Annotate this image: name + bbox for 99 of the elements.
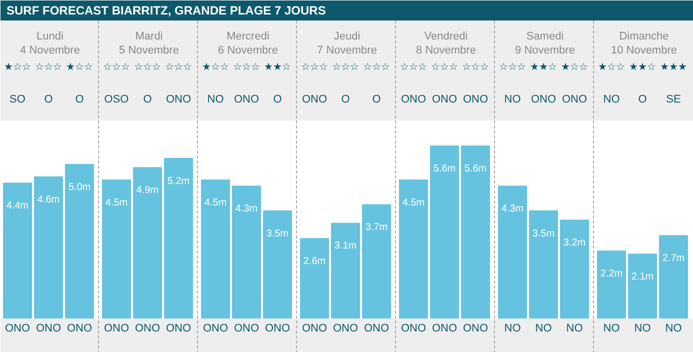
data-label: 3.7m bbox=[365, 222, 388, 234]
text: ONO bbox=[166, 94, 192, 106]
x-tick-label: NO bbox=[504, 322, 522, 334]
text: ☆☆☆ bbox=[499, 62, 526, 73]
text: NO bbox=[207, 94, 224, 106]
data-label: 2.1m bbox=[631, 272, 654, 283]
text: O bbox=[143, 94, 152, 106]
text: Dimanche bbox=[619, 30, 669, 42]
x-tick-label: ONO bbox=[432, 322, 458, 334]
data-label: 3.5m bbox=[266, 228, 289, 240]
text: O bbox=[44, 94, 54, 106]
text: ☆☆☆ bbox=[431, 62, 458, 73]
x-tick-label: NO bbox=[603, 322, 620, 334]
text: ONO bbox=[432, 94, 458, 106]
data-label: 4.5m bbox=[402, 197, 425, 208]
text: ☆☆☆ bbox=[363, 62, 390, 73]
data-label: 5.0m bbox=[68, 182, 91, 194]
text: 6 Novembre bbox=[218, 44, 278, 56]
text: ★☆☆ bbox=[598, 62, 625, 73]
text: SE bbox=[666, 94, 681, 106]
text: 8 Novembre bbox=[416, 44, 476, 56]
data-label: 2.6m bbox=[303, 256, 326, 268]
text: SO bbox=[10, 94, 26, 106]
x-tick-label: ONO bbox=[400, 322, 426, 334]
text: O bbox=[341, 94, 350, 106]
text: Mardi bbox=[135, 30, 163, 42]
data-label: 4.5m bbox=[105, 197, 128, 208]
text: 10 Novembre bbox=[610, 44, 678, 56]
data-label: 2.2m bbox=[600, 268, 623, 280]
text: ★☆☆ bbox=[561, 62, 588, 73]
text: O bbox=[75, 94, 84, 106]
text: ☆☆☆ bbox=[134, 62, 161, 73]
text: O bbox=[372, 94, 382, 106]
x-tick-label: ONO bbox=[134, 322, 160, 334]
text: 4 Novembre bbox=[20, 44, 80, 56]
x-tick-label: ONO bbox=[332, 322, 358, 334]
text: ☆☆☆ bbox=[103, 62, 130, 73]
text: 7 Novembre bbox=[317, 44, 377, 56]
x-tick-label: ONO bbox=[36, 322, 62, 334]
text: ONO bbox=[234, 94, 260, 106]
x-tick-label: ONO bbox=[202, 322, 228, 334]
text: Jeudi bbox=[334, 30, 360, 42]
text: ONO bbox=[400, 94, 426, 106]
x-tick-label: ONO bbox=[166, 322, 192, 334]
x-tick-label: ONO bbox=[104, 322, 130, 334]
data-label: 4.3m bbox=[501, 204, 524, 215]
data-label: 4.9m bbox=[136, 185, 159, 196]
text: ★★☆ bbox=[530, 62, 557, 73]
x-tick-label: NO bbox=[566, 322, 584, 334]
text: ☆☆☆ bbox=[165, 62, 192, 73]
text: ☆☆☆ bbox=[35, 62, 62, 73]
x-tick-label: ONO bbox=[302, 322, 328, 334]
text: ☆☆☆ bbox=[332, 62, 359, 73]
text: ★☆☆ bbox=[202, 62, 229, 73]
chart-title: SURF FORECAST BIARRITZ, GRANDE PLAGE 7 JOURS bbox=[6, 4, 326, 18]
text: ☆☆☆ bbox=[462, 62, 489, 73]
text: 9 Novembre bbox=[515, 44, 575, 56]
text: NO bbox=[504, 94, 522, 106]
data-label: 3.5m bbox=[532, 228, 555, 240]
x-tick-label: ONO bbox=[364, 322, 390, 334]
data-label: 4.3m bbox=[235, 204, 258, 215]
text: ★★☆ bbox=[264, 62, 291, 73]
x-tick-label: NO bbox=[535, 322, 552, 334]
text: 5 Novembre bbox=[119, 44, 179, 56]
text: Samedi bbox=[526, 30, 564, 42]
data-label: 4.6m bbox=[37, 194, 60, 206]
text: O bbox=[638, 94, 648, 106]
x-tick-label: ONO bbox=[264, 322, 290, 334]
data-label: 4.4m bbox=[6, 200, 29, 212]
data-label: 5.6m bbox=[433, 164, 456, 174]
text: ☆☆☆ bbox=[400, 62, 427, 73]
text: ONO bbox=[530, 94, 556, 106]
x-tick-label: NO bbox=[634, 322, 652, 334]
text: Mercredi bbox=[226, 30, 270, 42]
text: ★☆☆ bbox=[4, 62, 31, 73]
text: ONO bbox=[462, 94, 488, 106]
text: ONO bbox=[562, 94, 588, 106]
text: Vendredi bbox=[424, 30, 468, 42]
x-tick-label: ONO bbox=[66, 322, 92, 334]
data-label: 4.5m bbox=[204, 197, 227, 208]
x-tick-label: NO bbox=[665, 322, 682, 334]
text: ★★☆ bbox=[629, 62, 656, 73]
data-label: 2.7m bbox=[662, 253, 685, 264]
text: ★☆☆ bbox=[66, 62, 93, 73]
text: O bbox=[273, 94, 282, 106]
text: NO bbox=[603, 94, 620, 106]
text: ONO bbox=[302, 94, 328, 106]
text: OSO bbox=[104, 94, 130, 106]
data-label: 5.6m bbox=[464, 164, 487, 174]
data-label: 5.2m bbox=[167, 176, 190, 187]
x-tick-label: ONO bbox=[4, 322, 30, 334]
text: ☆☆☆ bbox=[301, 62, 328, 73]
data-label: 3.2m bbox=[563, 238, 586, 249]
data-label: 3.1m bbox=[334, 240, 357, 252]
text: ★★★ bbox=[660, 62, 687, 73]
text: Lundi bbox=[36, 30, 64, 42]
x-tick-label: ONO bbox=[234, 322, 260, 334]
x-tick-label: ONO bbox=[462, 322, 488, 334]
text: ☆☆☆ bbox=[233, 62, 260, 73]
